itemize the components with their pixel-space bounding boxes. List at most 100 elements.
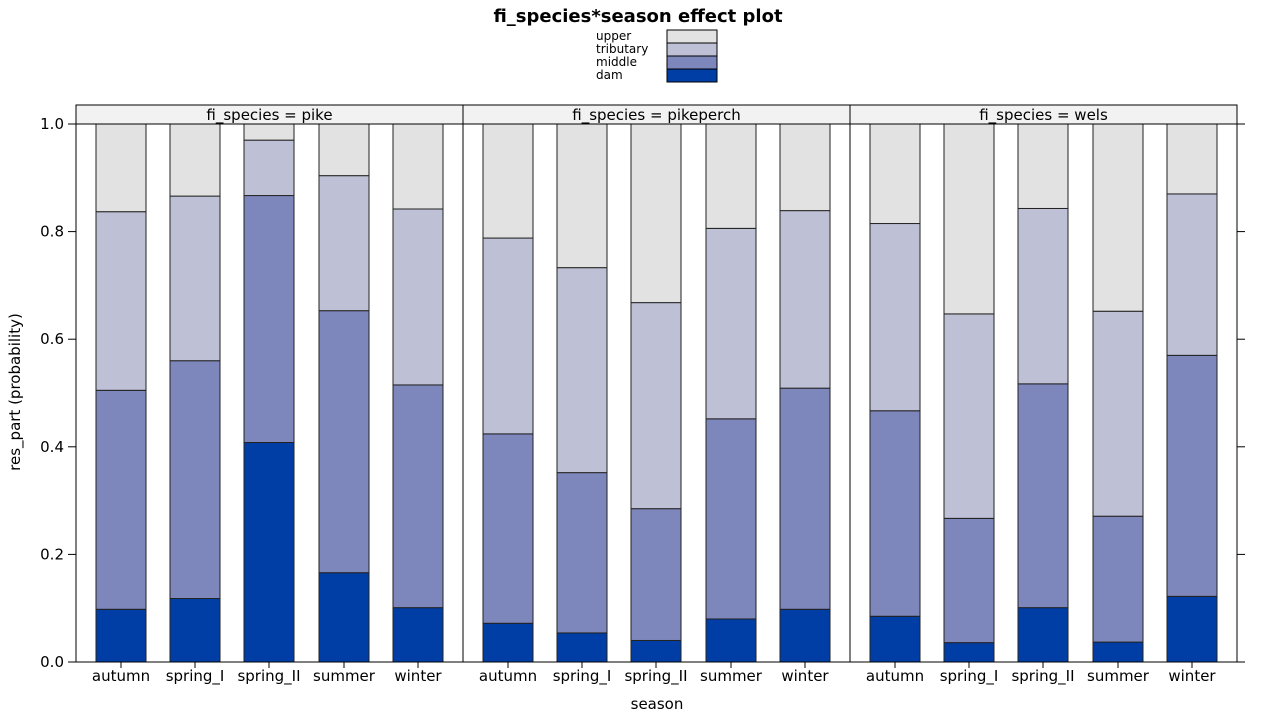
bar-segment-middle-spring_II	[243, 195, 295, 443]
bar-segment-upper-winter	[1166, 123, 1218, 195]
bar-segment-middle-spring_I	[556, 472, 608, 634]
x-tick-label-summer: summer	[700, 667, 763, 685]
legend-swatch-upper	[666, 29, 718, 44]
bar-segment-middle-summer	[1092, 515, 1144, 643]
y-tick-label: 0.2	[40, 545, 64, 563]
bar-segment-middle-summer	[705, 418, 757, 620]
x-tick-label-spring_II: spring_II	[1011, 667, 1074, 686]
panel-strip-label: fi_species = pike	[206, 106, 332, 125]
bar-segment-dam-spring_II	[630, 639, 682, 663]
bar-segment-middle-winter	[1166, 354, 1218, 597]
x-tick-label-autumn: autumn	[92, 667, 150, 685]
bar-segment-dam-summer	[705, 618, 757, 663]
panel-2: fi_species = wels autumn spring_I spring_II…	[849, 104, 1238, 686]
bar-segment-dam-spring_I	[943, 642, 995, 663]
legend-label-middle: middle	[596, 55, 637, 69]
bar-segment-tributary-spring_II	[630, 302, 682, 510]
bar-segment-tributary-winter	[1166, 193, 1218, 356]
bar-segment-dam-spring_II	[1017, 607, 1069, 663]
y-tick-label: 0.0	[40, 653, 64, 671]
bar-segment-upper-spring_II	[243, 123, 295, 141]
chart-title: fi_species*season effect plot	[493, 6, 783, 27]
x-tick-label-spring_I: spring_I	[940, 667, 999, 686]
bar-segment-tributary-winter	[779, 210, 831, 389]
y-axis-label: res_part (probability)	[6, 313, 25, 471]
x-tick-label-autumn: autumn	[866, 667, 924, 685]
bar-segment-upper-summer	[318, 123, 370, 177]
bar-segment-upper-spring_II	[630, 123, 682, 304]
bar-segment-upper-autumn	[482, 123, 534, 239]
bar-segment-middle-summer	[318, 310, 370, 574]
bar-segment-tributary-summer	[318, 175, 370, 312]
bar-segment-middle-spring_II	[1017, 383, 1069, 609]
bar-segment-tributary-autumn	[869, 223, 921, 412]
legend-label-dam: dam	[596, 68, 623, 82]
y-tick-label: 0.6	[40, 330, 64, 348]
bar-segment-upper-spring_I	[556, 123, 608, 269]
bar-segment-upper-spring_II	[1017, 123, 1069, 209]
legend-label-tributary: tributary	[596, 42, 648, 56]
bar-segment-dam-summer	[318, 572, 370, 663]
bar-segment-dam-spring_I	[556, 632, 608, 663]
bar-segment-middle-winter	[392, 384, 444, 609]
bar-segment-middle-spring_I	[169, 360, 221, 600]
y-tick-label: 0.8	[40, 223, 64, 241]
bar-segment-dam-autumn	[95, 608, 147, 663]
bar-segment-dam-winter	[392, 607, 444, 663]
bar-segment-upper-summer	[705, 123, 757, 229]
panel-strip-label: fi_species = wels	[979, 106, 1108, 125]
bar-segment-middle-winter	[779, 387, 831, 610]
bar-segment-tributary-spring_I	[943, 313, 995, 519]
y-axis-left: 0.0 0.2 0.4 0.6 0.8 1.0	[40, 115, 76, 671]
panel-frame	[849, 123, 1238, 663]
x-tick-label-spring_II: spring_II	[237, 667, 300, 686]
bar-segment-upper-autumn	[869, 123, 921, 225]
bar-segment-upper-summer	[1092, 123, 1144, 312]
x-tick-label-spring_I: spring_I	[166, 667, 225, 686]
panel-0: fi_species = pike autumn spring_I spring_II…	[75, 104, 464, 686]
bar-segment-upper-autumn	[95, 123, 147, 213]
bar-segment-upper-spring_I	[169, 123, 221, 197]
bar-segment-tributary-autumn	[95, 211, 147, 391]
bar-segment-dam-spring_II	[243, 441, 295, 663]
legend-label-upper: upper	[596, 29, 631, 43]
x-tick-label-winter: winter	[394, 667, 442, 685]
bar-segment-tributary-summer	[1092, 310, 1144, 517]
legend-swatch-middle	[666, 55, 718, 70]
x-tick-label-winter: winter	[1168, 667, 1216, 685]
x-tick-label-spring_I: spring_I	[553, 667, 612, 686]
bar-segment-middle-autumn	[869, 410, 921, 617]
panel-strip-label: fi_species = pikeperch	[572, 106, 741, 125]
bar-segment-middle-autumn	[95, 389, 147, 610]
bar-segment-middle-spring_II	[630, 508, 682, 641]
bar-segment-dam-winter	[779, 608, 831, 663]
bar-segment-tributary-summer	[705, 227, 757, 420]
bar-segment-upper-spring_I	[943, 123, 995, 315]
bar-segment-middle-spring_I	[943, 517, 995, 644]
legend-swatch-tributary	[666, 42, 718, 57]
x-tick-label-spring_II: spring_II	[624, 667, 687, 686]
bar-segment-tributary-autumn	[482, 237, 534, 435]
x-tick-label-summer: summer	[313, 667, 376, 685]
bar-segment-tributary-spring_II	[243, 139, 295, 197]
bar-segment-upper-winter	[779, 123, 831, 212]
bar-segment-dam-autumn	[869, 615, 921, 663]
bar-segment-tributary-winter	[392, 208, 444, 386]
bar-segment-tributary-spring_I	[169, 195, 221, 362]
bar-segment-tributary-spring_I	[556, 267, 608, 474]
x-tick-label-summer: summer	[1087, 667, 1150, 685]
bar-segment-upper-winter	[392, 123, 444, 210]
bar-segment-dam-summer	[1092, 641, 1144, 663]
bar-segment-dam-winter	[1166, 595, 1218, 663]
legend-swatch-dam	[666, 68, 718, 83]
bar-segment-tributary-spring_II	[1017, 207, 1069, 385]
bar-segment-middle-autumn	[482, 433, 534, 624]
y-axis-right	[1237, 123, 1245, 663]
bar-segment-dam-autumn	[482, 622, 534, 663]
bar-segment-dam-spring_I	[169, 598, 221, 663]
x-axis-label: season	[631, 695, 684, 713]
y-tick-label: 0.4	[40, 438, 64, 456]
panel-1: fi_species = pikeperch autumn spring_I spri…	[462, 104, 851, 686]
